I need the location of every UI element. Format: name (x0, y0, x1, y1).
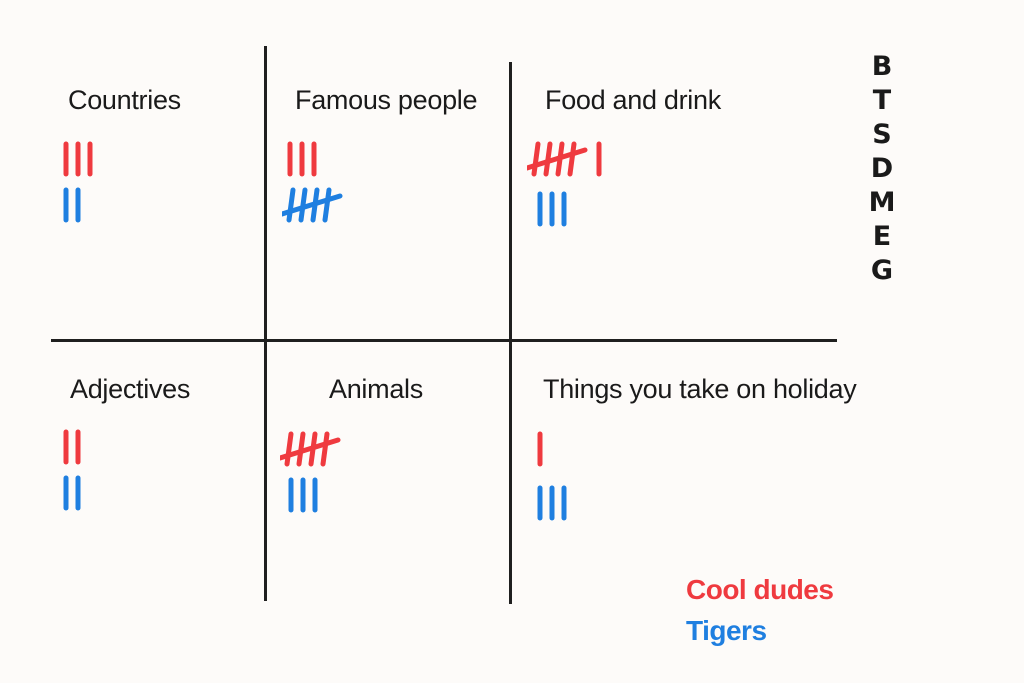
letter: S (872, 119, 892, 150)
category-things-you-take-on-holiday: Things you take on holiday (543, 374, 857, 404)
tally-animals-tigers (288, 477, 318, 513)
tally-countries-cool-dudes (63, 141, 93, 177)
letter: T (872, 85, 892, 116)
tally-famous-people-tigers (282, 187, 343, 223)
category-food-and-drink: Food and drink (545, 85, 721, 115)
tally-cross-stroke (280, 437, 341, 461)
tally-adjectives-cool-dudes (63, 429, 81, 465)
letter: B (871, 51, 893, 82)
letter: M (868, 187, 896, 218)
tally-stroke (320, 431, 330, 467)
grid-line-vertical-left (264, 46, 267, 601)
tally-adjectives-tigers (63, 475, 81, 511)
grid-line-vertical-right (509, 62, 512, 604)
tally-stroke (322, 187, 332, 223)
tally-things-you-take-on-holiday-cool-dudes (537, 431, 543, 467)
category-famous-people: Famous people (295, 85, 478, 115)
grid-line-horizontal (51, 339, 837, 342)
category-animals: Animals (329, 374, 423, 404)
tally-stroke (286, 187, 296, 223)
tally-stroke (284, 431, 294, 467)
letter: D (870, 153, 894, 184)
tally-cross-stroke (282, 193, 343, 217)
tally-countries-tigers (63, 187, 81, 223)
tally-famous-people-cool-dudes (287, 141, 317, 177)
letter-column: B T S D M E G (866, 50, 898, 288)
tally-food-and-drink-cool-dudes (527, 141, 602, 177)
tally-cross-stroke (527, 147, 588, 171)
legend-tigers: Tigers (686, 615, 767, 646)
tally-stroke (531, 141, 541, 177)
tally-food-and-drink-tigers (537, 191, 567, 227)
category-adjectives: Adjectives (70, 374, 191, 404)
tally-stroke (567, 141, 577, 177)
letter: G (870, 255, 894, 286)
legend-cool-dudes: Cool dudes (686, 574, 834, 605)
tally-things-you-take-on-holiday-tigers (537, 485, 567, 521)
letter: E (872, 221, 892, 252)
tally-animals-cool-dudes (280, 431, 341, 467)
category-countries: Countries (68, 85, 181, 115)
